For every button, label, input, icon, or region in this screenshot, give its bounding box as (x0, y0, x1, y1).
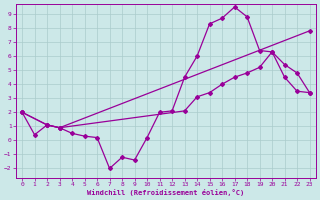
X-axis label: Windchill (Refroidissement éolien,°C): Windchill (Refroidissement éolien,°C) (87, 189, 244, 196)
